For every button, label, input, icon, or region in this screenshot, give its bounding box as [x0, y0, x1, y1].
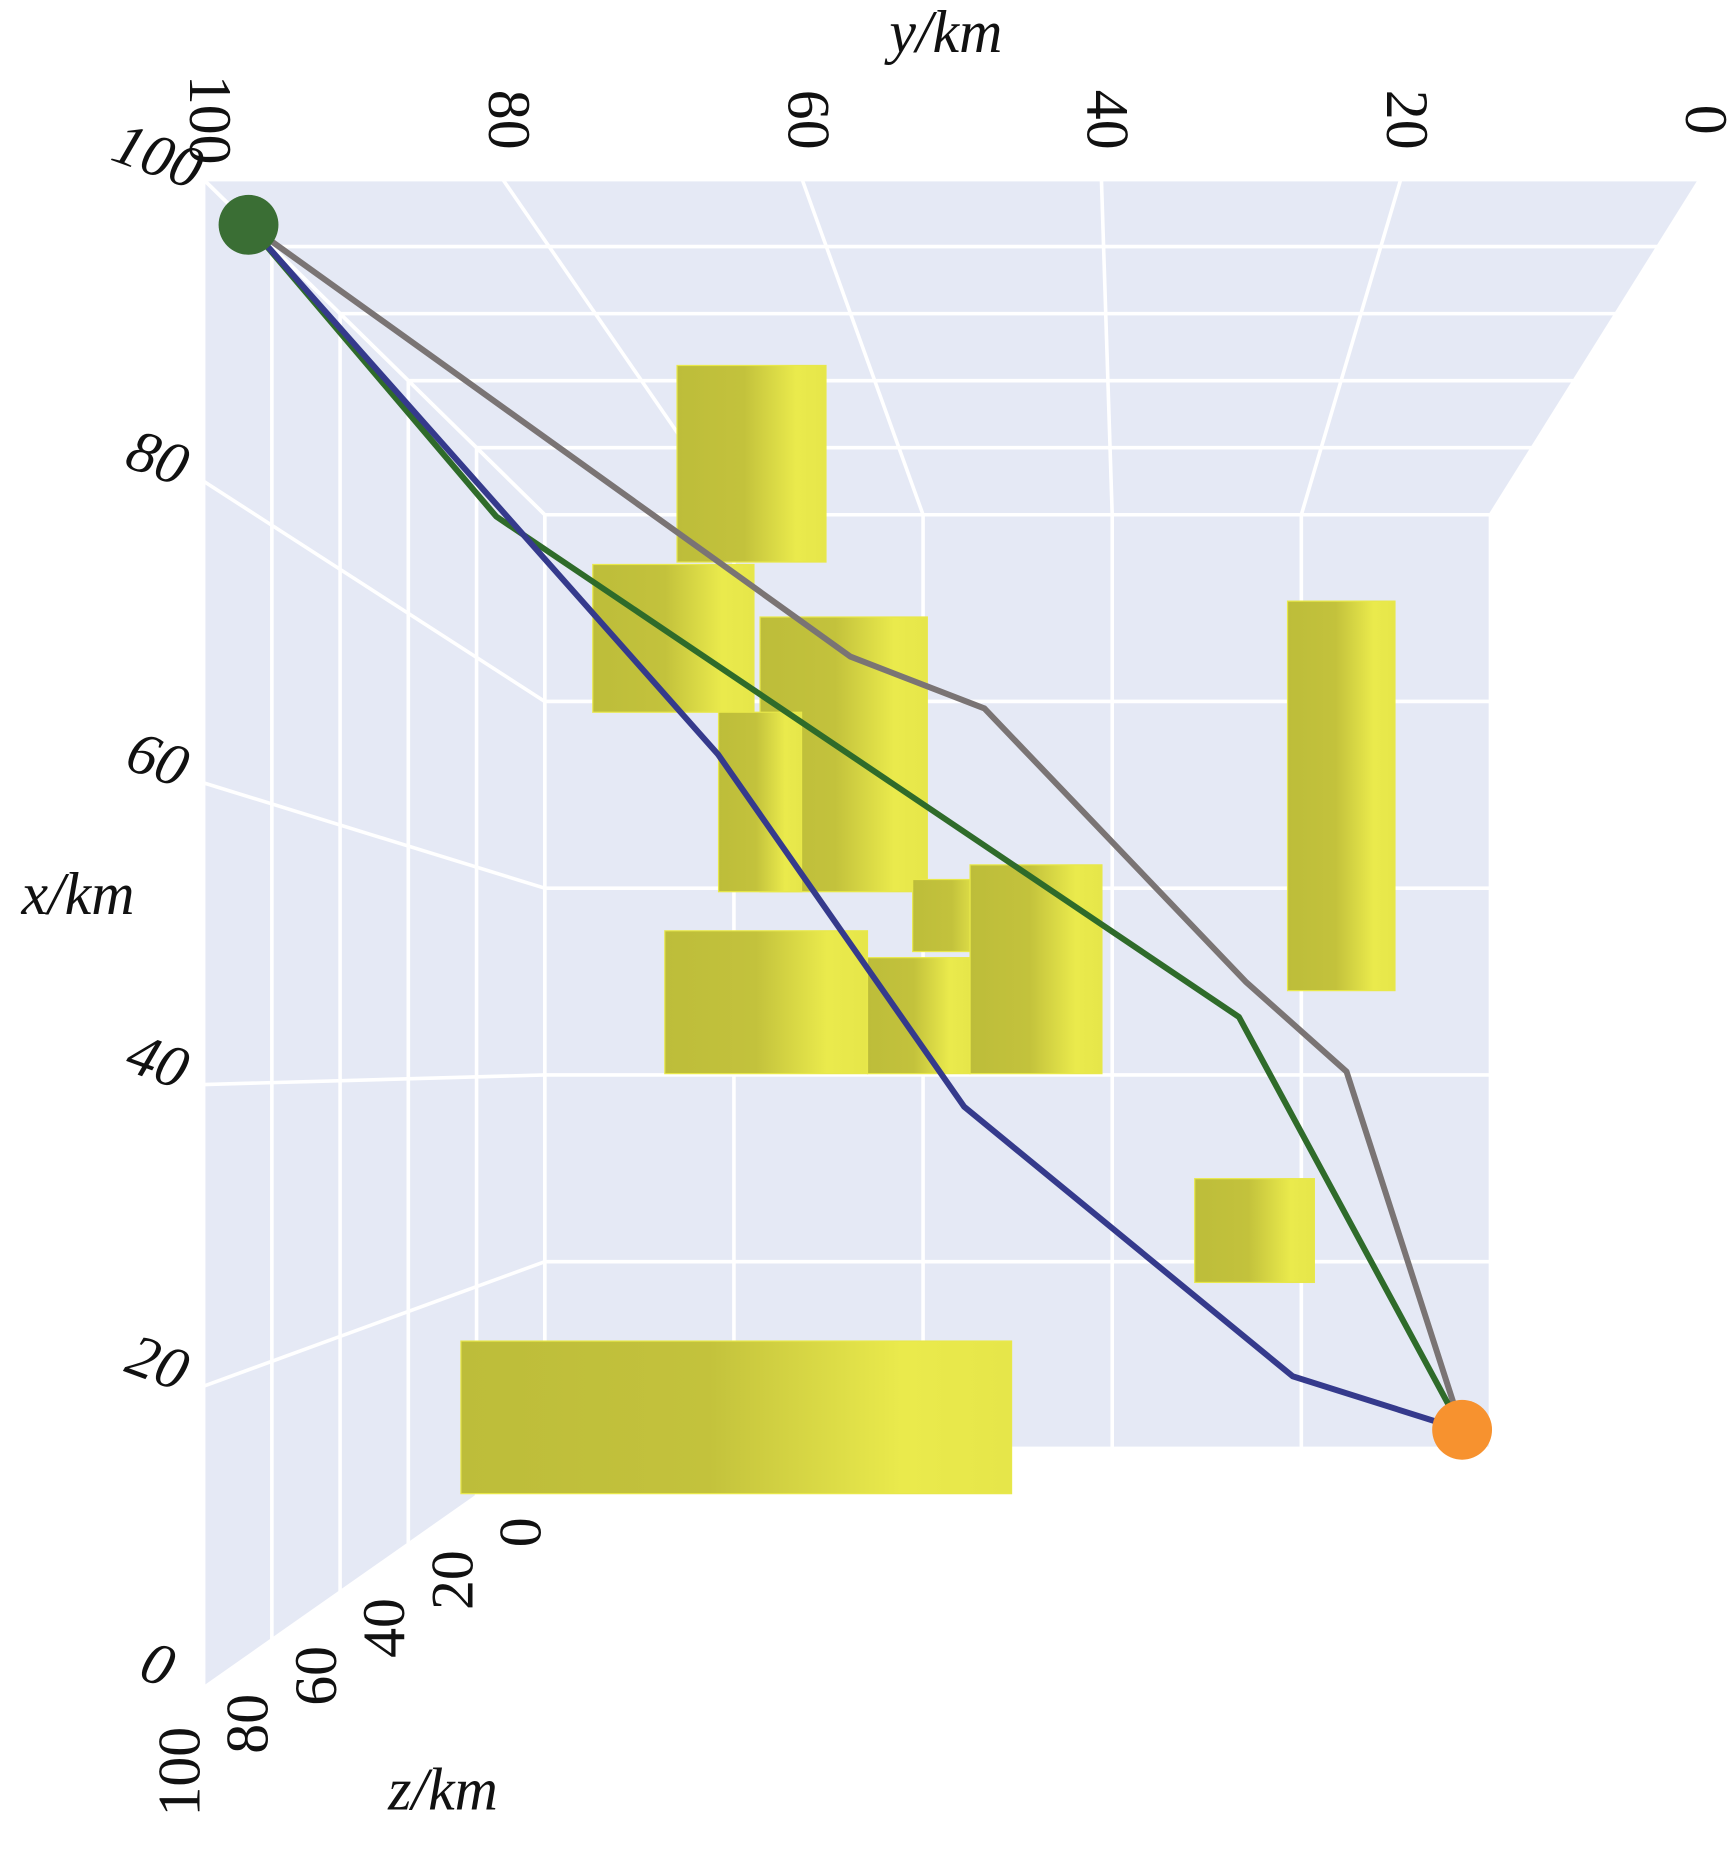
y-axis-title: y/km [884, 0, 1002, 65]
grid-line [202, 479, 546, 703]
x-tick-label: 80 [118, 416, 197, 499]
obstacle [866, 957, 971, 1075]
obstacle [460, 1340, 1013, 1495]
x-axis-title: x/km [20, 861, 134, 927]
x-tick-label: 0 [133, 1628, 184, 1700]
y-tick-label: 0 [1673, 105, 1736, 135]
left-wall [203, 179, 545, 1688]
start-point [218, 194, 279, 255]
obstacle [1194, 1178, 1315, 1284]
y-tick-label: 60 [775, 90, 841, 150]
x-tick-label: 20 [118, 1321, 197, 1404]
obstacle [664, 930, 869, 1075]
path-line [246, 222, 1465, 1432]
obstacle [1286, 600, 1396, 992]
z-tick-label: 60 [283, 1646, 349, 1706]
grid-line [203, 1073, 545, 1087]
grid-line [800, 178, 925, 516]
grid-line [1299, 179, 1403, 516]
x-tick-label: 60 [118, 718, 197, 801]
y-tick-label: 100 [177, 75, 243, 165]
grid-line [1099, 179, 1114, 515]
obstacle [676, 364, 827, 563]
end-point [1432, 1399, 1493, 1460]
y-tick-label: 20 [1374, 90, 1440, 150]
z-tick-label: 40 [351, 1598, 417, 1658]
z-tick-label: 80 [215, 1694, 281, 1754]
x-tick-label: 40 [118, 1019, 197, 1102]
obstacle [969, 864, 1103, 1075]
y-tick-label: 80 [476, 90, 542, 150]
z-axis-title: z/km [387, 1756, 498, 1822]
path-line [246, 222, 1464, 1433]
y-tick-label: 40 [1075, 90, 1141, 150]
grid-line [1488, 178, 1702, 516]
z-tick-label: 100 [146, 1727, 212, 1817]
z-tick-label: 0 [488, 1517, 554, 1547]
grid-line [203, 781, 546, 890]
path-line [246, 222, 1465, 1431]
grid-line [203, 1260, 546, 1388]
z-tick-label: 20 [419, 1550, 485, 1610]
obstacle [717, 711, 803, 893]
